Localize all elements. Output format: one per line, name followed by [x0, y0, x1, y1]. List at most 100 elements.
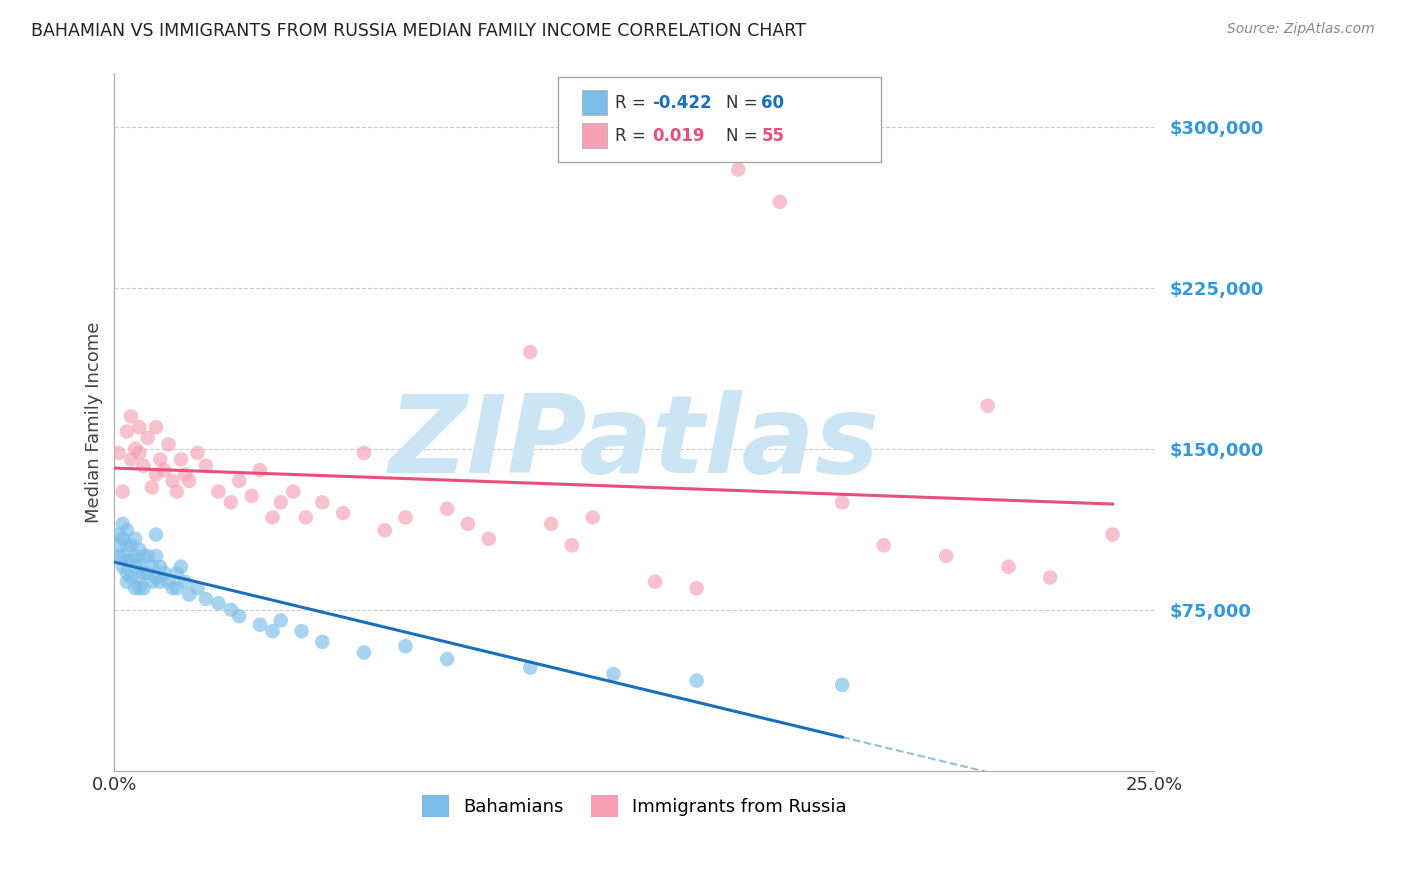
- Point: [145, 467, 167, 482]
- Point: [115, 553, 138, 567]
- Point: [353, 446, 375, 460]
- Point: [685, 673, 707, 688]
- Point: [132, 581, 155, 595]
- Point: [187, 581, 209, 595]
- Point: [228, 474, 250, 488]
- Point: [219, 602, 242, 616]
- Point: [228, 609, 250, 624]
- Point: [120, 538, 142, 552]
- Point: [128, 570, 150, 584]
- Point: [935, 549, 957, 563]
- Point: [179, 474, 201, 488]
- Point: [145, 549, 167, 563]
- Point: [457, 516, 479, 531]
- Text: BAHAMIAN VS IMMIGRANTS FROM RUSSIA MEDIAN FAMILY INCOME CORRELATION CHART: BAHAMIAN VS IMMIGRANTS FROM RUSSIA MEDIA…: [31, 22, 806, 40]
- Point: [128, 581, 150, 595]
- Point: [1101, 527, 1123, 541]
- Point: [115, 425, 138, 439]
- Point: [769, 194, 792, 209]
- Point: [582, 510, 605, 524]
- Text: ZIPatlas: ZIPatlas: [388, 390, 880, 496]
- Point: [977, 399, 1000, 413]
- Point: [219, 495, 242, 509]
- Point: [353, 646, 375, 660]
- Point: [194, 591, 217, 606]
- Point: [174, 467, 197, 482]
- Point: [115, 574, 138, 589]
- Point: [240, 489, 263, 503]
- Point: [262, 624, 284, 639]
- Point: [107, 549, 129, 563]
- Point: [436, 652, 458, 666]
- Point: [311, 635, 333, 649]
- Point: [831, 495, 853, 509]
- Point: [170, 452, 193, 467]
- Point: [141, 574, 163, 589]
- Point: [145, 527, 167, 541]
- Point: [561, 538, 583, 552]
- Text: 60: 60: [762, 94, 785, 112]
- Point: [120, 553, 142, 567]
- Point: [873, 538, 896, 552]
- Point: [124, 532, 146, 546]
- Point: [141, 480, 163, 494]
- Point: [111, 549, 134, 563]
- Text: -0.422: -0.422: [652, 94, 711, 112]
- Point: [128, 558, 150, 572]
- Point: [644, 574, 666, 589]
- Text: N =: N =: [727, 127, 763, 145]
- Point: [149, 574, 172, 589]
- Point: [294, 510, 316, 524]
- Point: [519, 345, 541, 359]
- Text: N =: N =: [727, 94, 763, 112]
- Point: [249, 463, 271, 477]
- Point: [262, 510, 284, 524]
- Point: [194, 458, 217, 473]
- Point: [132, 458, 155, 473]
- Point: [111, 516, 134, 531]
- Point: [128, 446, 150, 460]
- Point: [166, 566, 188, 581]
- Point: [166, 484, 188, 499]
- Point: [170, 559, 193, 574]
- Point: [128, 420, 150, 434]
- Point: [107, 527, 129, 541]
- Text: Source: ZipAtlas.com: Source: ZipAtlas.com: [1227, 22, 1375, 37]
- Text: R =: R =: [616, 94, 651, 112]
- Point: [145, 420, 167, 434]
- Point: [685, 581, 707, 595]
- Point: [727, 162, 749, 177]
- Point: [270, 614, 292, 628]
- Point: [249, 617, 271, 632]
- Point: [107, 538, 129, 552]
- Point: [1039, 570, 1062, 584]
- Point: [540, 516, 562, 531]
- Point: [149, 452, 172, 467]
- Point: [394, 639, 416, 653]
- Point: [124, 581, 146, 595]
- Point: [132, 549, 155, 563]
- Point: [997, 559, 1019, 574]
- Point: [132, 566, 155, 581]
- Text: R =: R =: [616, 127, 651, 145]
- Point: [107, 446, 129, 460]
- Point: [124, 442, 146, 456]
- Point: [831, 678, 853, 692]
- Point: [149, 559, 172, 574]
- Point: [283, 484, 305, 499]
- Point: [162, 474, 184, 488]
- Point: [136, 431, 159, 445]
- Point: [519, 660, 541, 674]
- Point: [124, 559, 146, 574]
- Point: [120, 570, 142, 584]
- Point: [136, 566, 159, 581]
- Point: [394, 510, 416, 524]
- Point: [270, 495, 292, 509]
- Point: [136, 549, 159, 563]
- Point: [207, 484, 229, 499]
- Text: 55: 55: [762, 127, 785, 145]
- Point: [179, 588, 201, 602]
- Point: [115, 538, 138, 552]
- Point: [120, 452, 142, 467]
- Point: [207, 596, 229, 610]
